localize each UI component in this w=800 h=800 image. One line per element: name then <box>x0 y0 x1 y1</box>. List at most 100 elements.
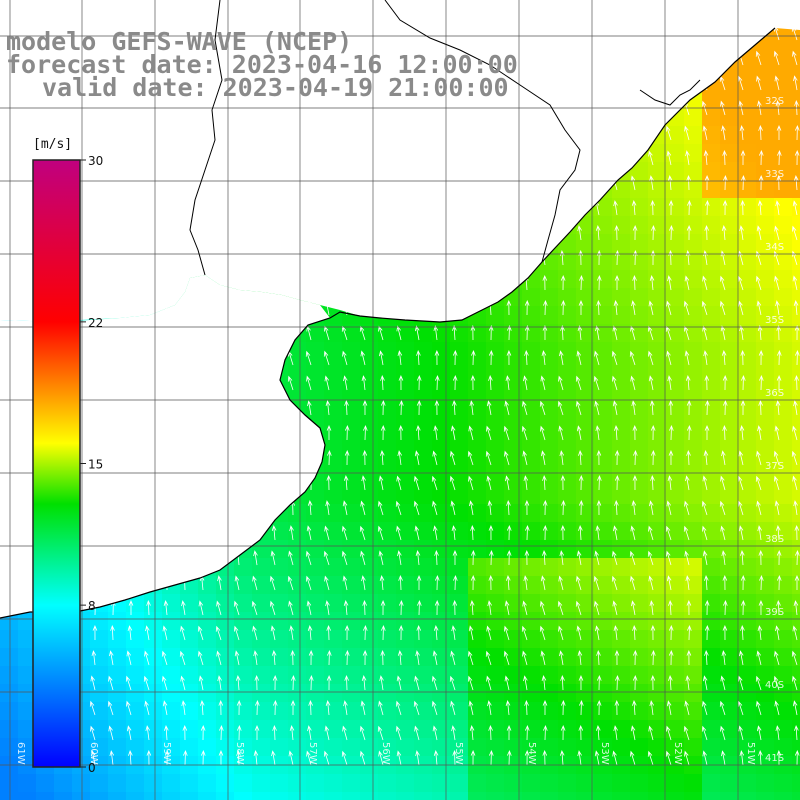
wind-arrow <box>109 750 115 766</box>
wind-arrow <box>776 349 782 366</box>
wind-arrow <box>146 599 151 616</box>
wind-speed-cell <box>360 540 379 559</box>
wind-arrow <box>272 699 278 716</box>
wind-speed-cell <box>216 666 235 685</box>
wind-speed-cell <box>468 756 487 775</box>
wind-speed-cell <box>504 648 523 667</box>
wind-speed-cell <box>666 432 685 451</box>
wind-arrow <box>649 700 655 716</box>
wind-speed-cell <box>486 594 505 613</box>
wind-speed-cell <box>612 360 631 379</box>
wind-speed-cell <box>324 360 343 379</box>
wind-arrow <box>559 350 564 366</box>
wind-speed-cell <box>720 702 739 721</box>
wind-speed-cell <box>702 684 721 703</box>
wind-arrow <box>650 449 656 466</box>
wind-speed-cell <box>774 792 793 800</box>
wind-arrow <box>126 700 132 716</box>
wind-speed-cell <box>522 486 541 505</box>
wind-arrow <box>758 124 763 141</box>
wind-speed-cell <box>234 576 253 595</box>
wind-speed-cell <box>792 396 800 415</box>
wind-speed-cell <box>756 432 775 451</box>
wind-speed-cell <box>720 504 739 523</box>
wind-speed-cell <box>720 612 739 631</box>
wind-speed-cell <box>774 252 793 271</box>
wind-arrow <box>774 275 780 291</box>
wind-speed-cell <box>450 432 469 451</box>
wind-speed-cell <box>630 234 649 253</box>
wind-arrow <box>543 299 548 316</box>
wind-arrow <box>704 199 710 216</box>
wind-speed-cell <box>630 774 649 793</box>
wind-arrow <box>630 600 636 616</box>
wind-arrow <box>560 324 565 341</box>
wind-speed-cell <box>792 576 800 595</box>
wind-arrow <box>377 525 384 541</box>
wind-speed-cell <box>792 216 800 235</box>
wind-arrow <box>236 699 242 716</box>
wind-arrow <box>666 700 672 716</box>
wind-speed-cell <box>558 504 577 523</box>
wind-arrow <box>576 550 582 566</box>
wind-speed-cell <box>504 540 523 559</box>
wind-speed-cell <box>288 774 307 793</box>
wind-arrow <box>110 624 115 641</box>
wind-speed-cell <box>684 612 703 631</box>
wind-speed-cell <box>684 342 703 361</box>
wind-arrow <box>686 174 691 191</box>
colorbar-tick-label: 0 <box>88 761 96 775</box>
wind-arrow <box>576 400 582 416</box>
wind-speed-cell <box>648 684 667 703</box>
wind-arrow <box>594 400 600 416</box>
wind-arrow <box>720 475 726 491</box>
wind-arrow <box>776 549 782 566</box>
wind-arrow <box>542 699 548 716</box>
wind-arrow <box>596 274 602 291</box>
wind-speed-cell <box>144 594 163 613</box>
wind-speed-cell <box>684 108 703 127</box>
longitude-labels: 61W 60W 59W 58W 57W 56W 55W 54W 53W 52W 51W <box>15 742 756 765</box>
wind-speed-cell <box>666 234 685 253</box>
wind-arrow <box>702 750 708 766</box>
wind-arrow <box>162 700 168 716</box>
wind-arrow <box>234 650 240 666</box>
wind-speed-cell <box>288 540 307 559</box>
wind-speed-cell <box>252 720 271 739</box>
wind-arrow <box>758 349 764 366</box>
wind-arrow <box>343 600 349 616</box>
wind-speed-cell <box>540 270 559 289</box>
border-line <box>384 0 581 263</box>
wind-arrow <box>290 699 296 716</box>
wind-speed-cell <box>288 612 307 631</box>
wind-speed-cell <box>324 468 343 487</box>
wind-arrow <box>737 75 744 91</box>
wind-arrow <box>414 325 420 341</box>
wind-arrow <box>542 749 548 766</box>
wind-speed-cell <box>792 288 800 307</box>
wind-speed-cell <box>738 684 757 703</box>
wind-speed-cell <box>360 612 379 631</box>
wind-arrow <box>468 700 474 716</box>
wind-speed-cell <box>486 486 505 505</box>
wind-speed-cell <box>54 774 73 793</box>
wind-arrow <box>450 700 456 716</box>
wind-arrow <box>648 525 654 541</box>
wind-speed-cell <box>144 756 163 775</box>
wind-arrow <box>560 674 565 691</box>
wind-arrow <box>558 625 564 641</box>
wind-speed-cell <box>324 540 343 559</box>
wind-arrow <box>306 375 312 391</box>
wind-arrow <box>776 749 782 766</box>
wind-arrow <box>540 450 546 466</box>
wind-speed-cell <box>612 342 631 361</box>
wind-arrow <box>397 450 402 466</box>
wind-speed-cell <box>504 576 523 595</box>
wind-speed-cell <box>612 612 631 631</box>
wind-speed-cell <box>738 504 757 523</box>
wind-speed-cell <box>774 306 793 325</box>
wind-speed-cell <box>306 684 325 703</box>
wind-arrow <box>327 449 332 466</box>
wind-speed-cell <box>144 774 163 793</box>
wind-arrow <box>183 749 188 766</box>
